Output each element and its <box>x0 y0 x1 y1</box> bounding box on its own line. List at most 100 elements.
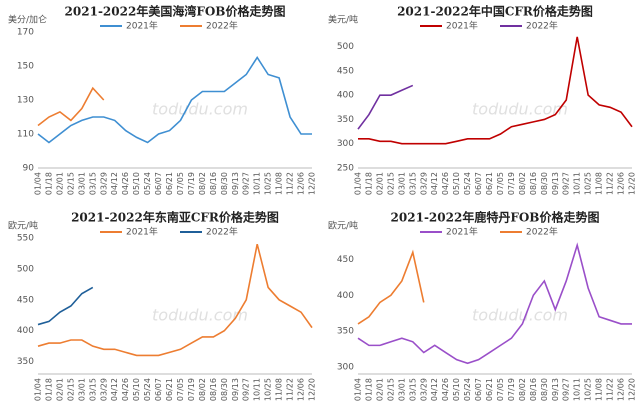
x-tick-label: 02/15 <box>66 172 75 195</box>
x-tick-label: 10/25 <box>264 172 273 195</box>
x-tick-label: 06/21 <box>485 378 494 401</box>
x-tick-label: 06/07 <box>154 172 163 195</box>
y-tick-label: 400 <box>17 326 34 336</box>
x-tick-label: 05/24 <box>143 172 152 195</box>
x-tick-label: 09/13 <box>551 378 560 401</box>
x-tick-label: 03/29 <box>419 378 428 401</box>
x-tick-label: 03/29 <box>99 172 108 195</box>
x-tick-label: 12/20 <box>308 172 317 195</box>
x-tick-label: 01/18 <box>364 172 373 195</box>
x-tick-label: 02/15 <box>386 172 395 195</box>
x-tick-label: 11/22 <box>286 172 295 195</box>
x-tick-label: 04/26 <box>441 172 450 195</box>
x-tick-label: 07/19 <box>187 378 196 401</box>
x-tick-label: 12/20 <box>308 378 317 401</box>
x-tick-label: 01/18 <box>44 172 53 195</box>
x-tick-label: 06/21 <box>485 172 494 195</box>
x-tick-label: 11/08 <box>595 378 604 401</box>
x-tick-label: 03/01 <box>397 172 406 195</box>
x-tick-label: 02/01 <box>55 172 64 195</box>
x-tick-label: 01/04 <box>34 378 43 401</box>
y-tick-label: 90 <box>23 164 35 174</box>
y-axis-label: 美分/加仑 <box>8 14 47 26</box>
x-tick-label: 08/30 <box>220 172 229 195</box>
series-line <box>37 243 313 357</box>
x-tick-label: 10/11 <box>253 378 262 401</box>
watermark: todudu.com <box>472 100 568 119</box>
x-tick-label: 06/07 <box>154 378 163 401</box>
watermark: todudu.com <box>152 100 248 119</box>
series-line <box>357 242 632 365</box>
series-line <box>358 36 633 145</box>
x-tick-label: 10/25 <box>584 378 593 401</box>
y-tick-label: 110 <box>17 130 34 140</box>
y-tick-label: 350 <box>337 115 354 125</box>
legend-label: 2022年 <box>526 20 558 32</box>
watermark: todudu.com <box>472 306 568 325</box>
x-tick-label: 03/01 <box>397 378 406 401</box>
series-line <box>37 56 312 144</box>
x-tick-label: 12/06 <box>297 378 306 401</box>
x-tick-label: 07/05 <box>176 172 185 195</box>
x-tick-label: 02/01 <box>55 378 64 401</box>
x-tick-label: 01/04 <box>354 378 363 401</box>
x-tick-label: 04/26 <box>441 378 450 401</box>
x-tick-label: 02/15 <box>66 378 75 401</box>
x-tick-label: 07/05 <box>496 172 505 195</box>
x-tick-label: 11/22 <box>286 378 295 401</box>
x-tick-label: 08/30 <box>540 172 549 195</box>
x-tick-label: 08/16 <box>529 378 538 401</box>
y-axis-label: 欧元/吨 <box>8 220 38 232</box>
y-tick-label: 130 <box>17 96 34 106</box>
y-tick-label: 550 <box>17 234 34 244</box>
x-tick-label: 05/10 <box>452 172 461 195</box>
x-tick-label: 10/11 <box>253 172 262 195</box>
x-tick-label: 03/29 <box>419 172 428 195</box>
x-tick-label: 06/07 <box>474 172 483 195</box>
x-tick-label: 10/11 <box>573 172 582 195</box>
x-tick-label: 03/01 <box>77 172 86 195</box>
y-tick-label: 300 <box>337 362 354 372</box>
x-tick-label: 12/20 <box>628 378 637 401</box>
x-tick-label: 09/13 <box>231 378 240 401</box>
x-tick-label: 04/26 <box>121 378 130 401</box>
x-tick-label: 08/16 <box>529 172 538 195</box>
y-tick-label: 500 <box>17 264 34 274</box>
y-tick-label: 450 <box>17 295 34 305</box>
x-tick-label: 01/04 <box>354 172 363 195</box>
chart-title: 2021-2022年鹿特丹FOB价格走势图 <box>391 210 600 225</box>
x-tick-label: 03/15 <box>88 172 97 195</box>
x-tick-label: 05/24 <box>463 378 472 401</box>
x-tick-label: 11/08 <box>275 172 284 195</box>
series-line <box>37 86 105 127</box>
x-tick-label: 08/16 <box>209 172 218 195</box>
x-tick-label: 04/12 <box>430 378 439 401</box>
legend-label: 2022年 <box>206 226 238 238</box>
x-tick-label: 05/10 <box>132 378 141 401</box>
y-axis-label: 美元/吨 <box>328 14 358 26</box>
x-tick-label: 10/25 <box>264 378 273 401</box>
legend-label: 2022年 <box>206 20 238 32</box>
x-tick-label: 11/22 <box>606 172 615 195</box>
legend-label: 2022年 <box>526 226 558 238</box>
x-tick-label: 03/15 <box>408 172 417 195</box>
x-tick-label: 09/27 <box>562 378 571 401</box>
x-tick-label: 04/26 <box>121 172 130 195</box>
x-tick-label: 12/06 <box>297 172 306 195</box>
x-tick-label: 08/30 <box>220 378 229 401</box>
x-tick-label: 07/19 <box>187 172 196 195</box>
series-line <box>357 249 425 325</box>
x-tick-label: 04/12 <box>110 172 119 195</box>
x-tick-label: 07/19 <box>507 172 516 195</box>
watermark: todudu.com <box>152 306 248 325</box>
x-tick-label: 11/08 <box>275 378 284 401</box>
x-tick-label: 08/02 <box>518 378 527 401</box>
y-tick-label: 250 <box>337 164 354 174</box>
x-tick-label: 03/15 <box>408 378 417 401</box>
x-tick-label: 05/10 <box>452 378 461 401</box>
x-tick-label: 07/19 <box>507 378 516 401</box>
x-tick-label: 05/10 <box>132 172 141 195</box>
